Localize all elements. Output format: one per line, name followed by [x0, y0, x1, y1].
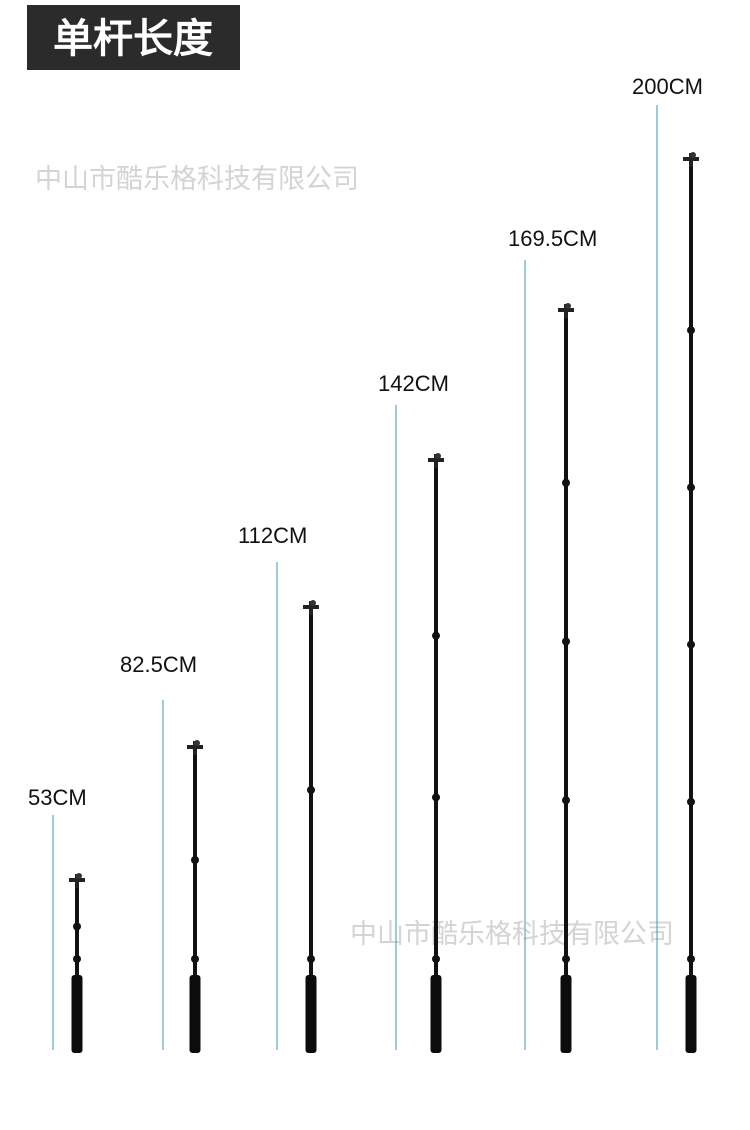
pole-shaft — [689, 167, 693, 975]
joint — [432, 793, 440, 802]
joint — [687, 955, 695, 963]
joint — [307, 955, 315, 963]
mount-knob — [194, 740, 200, 746]
pole-shaft — [564, 318, 568, 975]
watermark: 中山市酷乐格科技有限公司 — [350, 919, 674, 950]
mount-stem — [193, 741, 197, 755]
joint — [191, 955, 199, 963]
mount-knob — [565, 303, 571, 309]
title: 单杆长度 — [53, 16, 213, 62]
pole-shaft — [434, 468, 438, 975]
pole-label: 82.5CM — [120, 652, 197, 677]
joint — [687, 797, 695, 806]
mount-stem — [689, 153, 693, 167]
pole-label: 169.5CM — [508, 226, 597, 251]
mount-knob — [435, 453, 441, 459]
pole-label: 200CM — [632, 74, 703, 99]
joint — [432, 631, 440, 640]
pole-shaft — [193, 755, 197, 975]
pole-label: 112CM — [238, 523, 307, 548]
watermark: 中山市酷乐格科技有限公司 — [35, 164, 359, 195]
pole-shaft — [75, 888, 79, 975]
pole-handle — [560, 975, 572, 1053]
joint — [687, 326, 695, 335]
mount-knob — [310, 600, 316, 606]
mount-knob — [690, 152, 696, 158]
poles: 53CM 82.5CM 112CM 142CM 169.5CM 200CM — [28, 74, 703, 1053]
joint — [687, 640, 695, 649]
pole-handle — [685, 975, 697, 1053]
joint — [191, 856, 199, 864]
pole-label: 142CM — [378, 371, 449, 396]
pole-handle — [430, 975, 442, 1053]
joint — [307, 786, 315, 794]
joint — [73, 955, 81, 963]
mount-stem — [309, 601, 313, 615]
joint — [73, 922, 81, 931]
title-box — [27, 5, 240, 70]
mount-stem — [434, 454, 438, 468]
pole-handle — [305, 975, 317, 1053]
joint — [562, 478, 570, 487]
joint — [562, 637, 570, 646]
mount-stem — [564, 304, 568, 318]
joint — [432, 955, 440, 963]
joint — [562, 955, 570, 963]
pole-shaft — [309, 615, 313, 975]
joint — [687, 483, 695, 492]
pole-handle — [189, 975, 201, 1053]
joint — [562, 796, 570, 805]
pole-handle — [71, 975, 83, 1053]
pole-label: 53CM — [28, 785, 87, 810]
mount-knob — [76, 873, 82, 879]
mount-stem — [75, 874, 79, 888]
